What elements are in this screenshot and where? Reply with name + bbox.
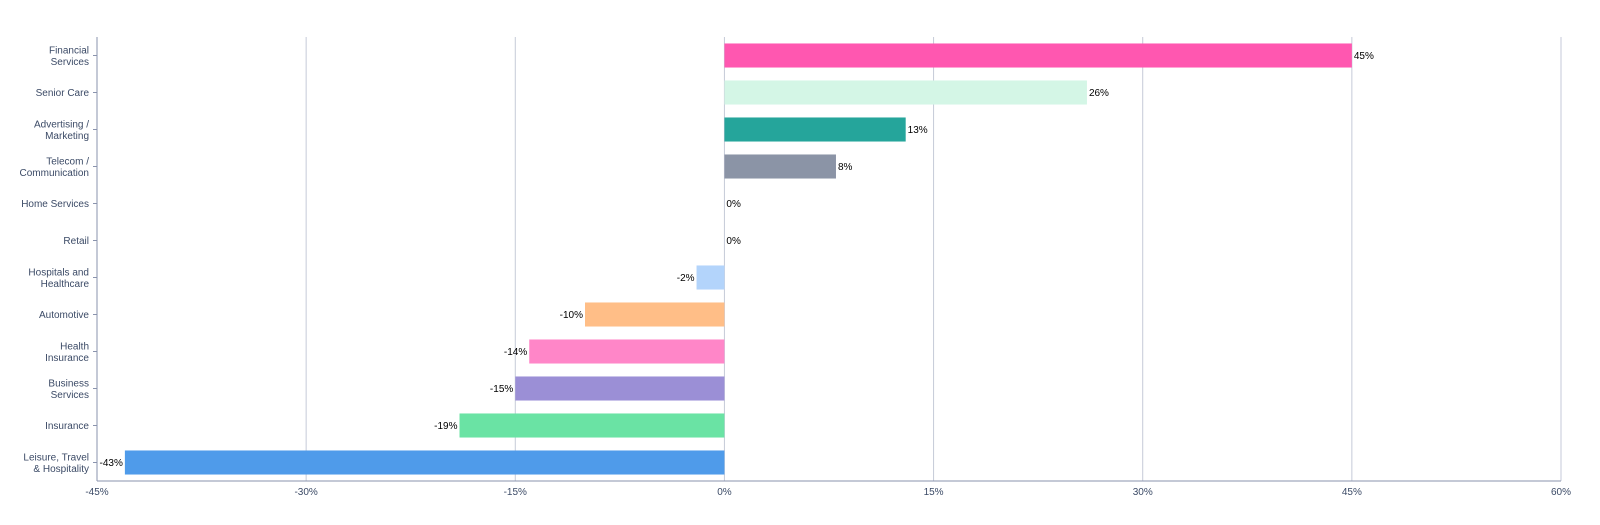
x-tick-label: -45% [85,487,108,498]
bar [585,302,725,327]
bar [724,43,1352,68]
data-label: 0% [726,236,741,247]
category-label: Automotive [39,310,89,321]
bar [696,265,725,290]
x-tick-label: 60% [1551,487,1571,498]
category-label: Financial Services [49,45,89,68]
category-label: Health Insurance [45,341,89,364]
category-label: Leisure, Travel & Hospitality [23,452,89,475]
x-tick-label: 15% [924,487,944,498]
category-label: Retail [63,236,89,247]
category-label: Insurance [45,421,89,432]
bar [724,154,836,179]
category-label: Senior Care [36,88,90,99]
label-layer: -45% -30% -15% 0% 15% 30% 45% 60% Financial Servi… [20,45,1572,498]
x-tick-label: 45% [1342,487,1362,498]
axis-layer [93,37,1561,482]
data-label: -15% [490,384,513,395]
x-tick-label: 0% [717,487,732,498]
data-label: -14% [504,347,527,358]
x-tick-label: -30% [294,487,317,498]
data-label: -10% [560,310,583,321]
bar [724,80,1087,105]
category-label: Advertising / Marketing [34,119,89,142]
bar [459,413,725,438]
data-label: 45% [1354,51,1374,62]
grid-layer [96,37,1562,481]
data-label: -19% [434,421,457,432]
bar [124,450,725,475]
bar [515,376,725,401]
bar-layer [124,43,1352,475]
category-label: Hospitals and Healthcare [28,267,89,290]
bar [724,117,906,142]
data-label: 26% [1089,88,1109,99]
data-label: 13% [908,125,928,136]
data-label: 0% [726,199,741,210]
x-tick-label: -15% [504,487,527,498]
x-tick-label: 30% [1133,487,1153,498]
category-label: Telecom / Communication [20,156,90,179]
category-label: Business Services [48,378,89,401]
category-label: Home Services [21,199,89,210]
data-label: -43% [100,458,123,469]
data-label: -2% [677,273,695,284]
bar [529,339,725,364]
data-label: 8% [838,162,853,173]
